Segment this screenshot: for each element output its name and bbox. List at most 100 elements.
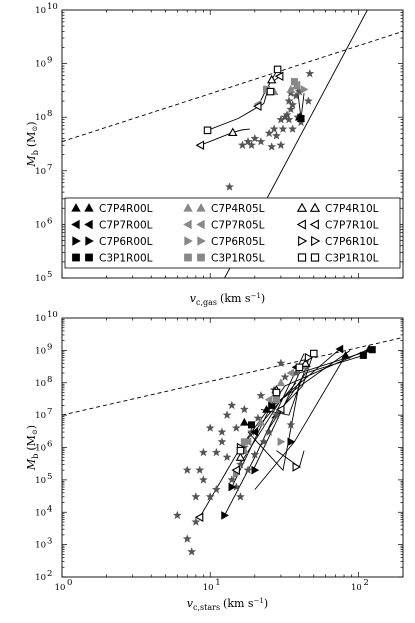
evolution-track [266,354,364,433]
legend-marker-C7P4R00L [84,203,94,212]
evolution-track [254,355,347,490]
series-point-C7P7R10L [253,101,262,111]
star-point [187,547,197,556]
y-tick-exponent: 9 [47,342,52,352]
star-point [191,492,201,501]
star-point [259,437,269,446]
legend: C7P4R00L C7P4R05L C7P4R10L C7P7R00L C7P7R05L… [64,197,401,269]
star-point [243,465,253,474]
series-point-C7P4R00L [341,350,350,359]
star-point [284,96,294,105]
star-point [205,423,215,432]
legend-marker-C7P7R00L [84,219,93,230]
star-point [236,459,245,469]
legend-marker-C7P4R10L [296,202,308,212]
series-point-C7P6R00L [221,511,229,520]
star-point [250,450,260,459]
legend-marker-C7P6R05L [184,236,193,246]
series-point-C7P7R00L [335,344,344,354]
reference-line-dashed [62,337,403,416]
series-point-C3P1R00L [368,346,376,354]
star-point [291,91,301,100]
star-point [272,410,281,419]
x-axis-label: vc,stars (km s−1) [187,597,268,612]
series-point-C3P1R05L [240,438,248,446]
legend-marker-C7P6R00L [72,236,81,246]
star-point [182,534,192,543]
series-point-C7P7R05L [286,368,295,378]
star-point [276,140,286,149]
legend-label-C7P7R10L: C7P7R10L [325,220,379,232]
legend-marker-C7P6R10L [311,235,321,247]
series-point-C7P7R10L [274,71,284,82]
series-point-C3P1R00L [297,114,305,122]
y-tick-exponent: 5 [47,270,52,280]
legend-marker-C7P4R05L [196,203,206,212]
legend-marker-C7P6R00L [85,236,94,246]
x-tick-exponent: 0 [67,578,72,588]
series-point-C3P1R00L [247,421,256,429]
star-point [304,96,313,105]
series-point-C7P6R05L [300,85,309,94]
y-tick-exponent: 4 [47,504,52,514]
y-axis-label: Mb(M⊙) [25,121,40,167]
x-tick-label: 10 [351,583,362,593]
series-point-C7P7R00L [250,427,259,437]
series-point-C3P1R00L [359,351,367,359]
star-point [211,484,221,494]
star-point [269,124,279,133]
legend-marker-C7P4R05L [183,203,193,212]
series-point-C7P7R10L [194,512,204,522]
y-axis-label: Mb(M⊙) [25,425,40,471]
star-point [199,447,208,457]
series-point-C7P7R05L [264,395,273,404]
series-point-C3P1R05L [290,78,298,86]
y-tick-exponent: 6 [47,440,52,450]
legend-label-C3P1R00L: C3P1R00L [99,253,153,265]
y-tick-exponent: 6 [47,216,52,226]
evolution-track [260,359,309,416]
x-tick-exponent: 1 [215,578,220,588]
legend-marker-C7P7R10L [309,219,319,230]
star-point [276,358,286,368]
y-tick-label: 10 [35,274,46,284]
star-point [280,372,290,381]
x-tick-exponent: 2 [363,578,368,588]
y-tick-exponent: 9 [47,56,52,66]
series-point-C3P1R10L [236,446,245,455]
star-point [205,492,215,501]
series-point-C3P1R10L [295,363,304,372]
series-point-C7P7R10L [275,404,285,415]
star-point [238,140,247,149]
y-tick-label: 10 [35,476,46,486]
evolution-track [247,382,300,472]
y-tick-label: 10 [35,541,46,551]
legend-label-C7P6R00L: C7P6R00L [99,236,153,248]
legend-marker-C7P4R00L [71,203,81,212]
legend-marker-C7P7R05L [196,219,205,230]
legend-marker-C7P6R05L [197,236,206,246]
y-tick-exponent: 10 [47,2,58,12]
y-tick-label: 10 [35,60,46,70]
legend-marker-C3P1R00L [72,253,80,262]
y-tick-exponent: 7 [47,163,52,173]
series-point-C7P4R10L [235,452,246,461]
legend-label-C7P7R05L: C7P7R05L [211,220,265,232]
star-point [284,115,294,124]
evolution-track [231,348,341,488]
star-point [267,142,277,151]
legend-marker-C3P1R05L [197,253,205,262]
star-point [264,128,274,138]
series-point-C3P1R10L [309,349,318,358]
legend-marker-C3P1R10L [297,253,307,262]
legend-marker-C3P1R00L [85,253,93,262]
legend-marker-C3P1R10L [310,253,320,262]
y-tick-exponent: 10 [47,310,58,320]
y-tick-exponent: 8 [47,375,52,385]
y-tick-exponent: 7 [47,407,52,417]
y-tick-exponent: 3 [47,537,52,547]
legend-label-C7P7R00L: C7P7R00L [99,220,153,232]
y-tick-label: 10 [35,379,46,389]
legend-label-C7P4R10L: C7P4R10L [325,203,379,215]
